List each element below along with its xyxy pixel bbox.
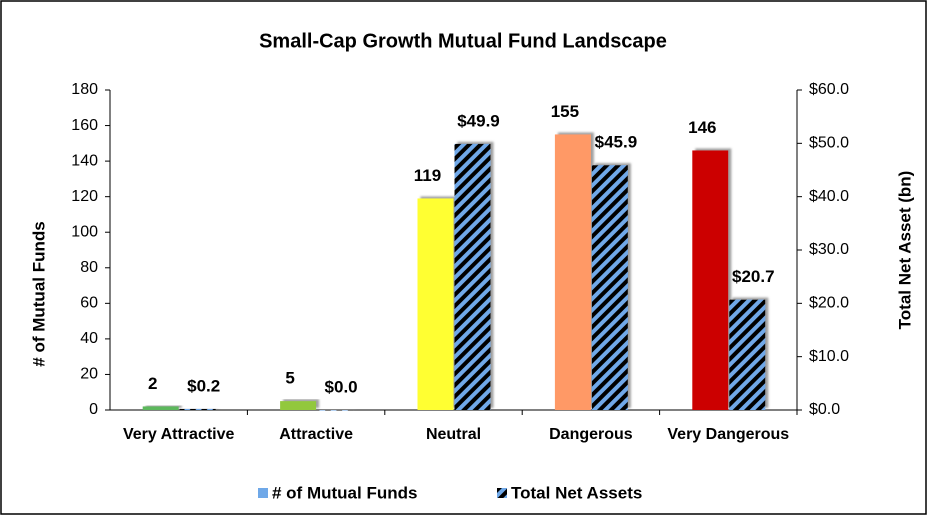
data-label: 5 — [285, 369, 294, 388]
bar — [179, 408, 216, 410]
y-tick-label: 120 — [71, 188, 98, 205]
bar — [454, 143, 491, 410]
bar — [554, 134, 591, 410]
data-label: 119 — [414, 166, 441, 185]
data-label: 146 — [688, 118, 716, 137]
x-tick-label: Very Attractive — [123, 426, 235, 443]
y2-tick-label: $10.0 — [809, 348, 849, 365]
y2-tick-label: $20.0 — [809, 295, 849, 312]
bar — [692, 150, 729, 410]
x-tick-label: Neutral — [426, 426, 481, 443]
data-label: $45.9 — [595, 133, 638, 152]
y-tick-label: 80 — [80, 259, 98, 276]
x-tick-label: Dangerous — [549, 426, 633, 443]
data-label: $0.2 — [187, 376, 220, 395]
y-tick-label: 40 — [80, 330, 98, 347]
y2-axis-title: Total Net Asset (bn) — [895, 171, 914, 330]
legend-swatch — [258, 488, 268, 498]
y-tick-label: 0 — [89, 401, 98, 418]
y-tick-label: 180 — [71, 81, 98, 98]
legend-label: Total Net Assets — [511, 483, 642, 502]
bar — [142, 406, 179, 410]
bar — [417, 198, 454, 410]
bar — [591, 165, 628, 410]
bar — [280, 401, 317, 410]
y-tick-label: 60 — [80, 295, 98, 312]
y-tick-label: 20 — [80, 366, 98, 383]
y2-tick-label: $0.0 — [809, 401, 840, 418]
legend-swatch — [497, 488, 507, 498]
y-tick-label: 160 — [71, 117, 98, 134]
data-label: 155 — [551, 102, 579, 121]
bar — [729, 299, 766, 410]
data-label: $49.9 — [457, 111, 500, 130]
chart-title: Small-Cap Growth Mutual Fund Landscape — [259, 30, 667, 52]
data-label: $20.7 — [732, 267, 775, 286]
data-label: 2 — [148, 374, 157, 393]
x-tick-label: Very Dangerous — [667, 426, 789, 443]
y-tick-label: 100 — [71, 223, 98, 240]
y2-tick-label: $30.0 — [809, 241, 849, 258]
y2-tick-label: $40.0 — [809, 188, 849, 205]
x-tick-label: Attractive — [279, 426, 353, 443]
y2-tick-label: $60.0 — [809, 81, 849, 98]
data-label: $0.0 — [325, 377, 358, 396]
legend-label: # of Mutual Funds — [272, 483, 417, 502]
y-tick-label: 140 — [71, 152, 98, 169]
bar — [317, 410, 354, 411]
y-axis-title: # of Mutual Funds — [29, 221, 48, 366]
y2-tick-label: $50.0 — [809, 135, 849, 152]
